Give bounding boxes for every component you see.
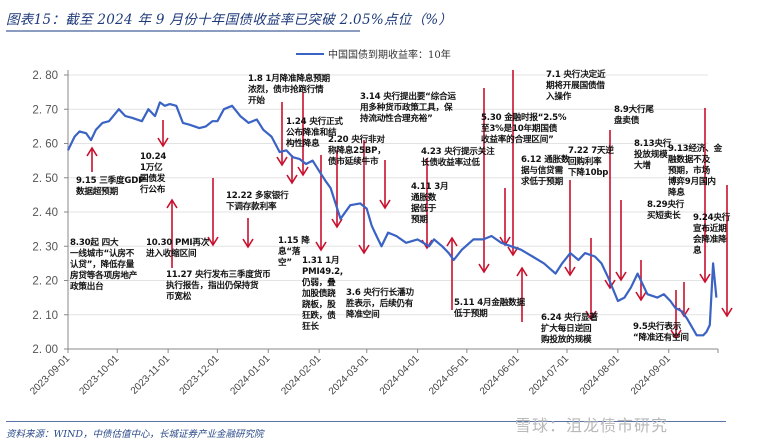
chart-title: 图表15：截至 2024 年 9 月份十年国债收益率已突破 2.05%点位（%） [6, 12, 453, 28]
event-annotation: 10.30 PMI再次 进入收缩区间 [146, 238, 210, 259]
yield-line [67, 101, 718, 337]
x-tick-label: 2024-05-01 [427, 353, 471, 397]
event-annotation: 8.13央行 投放规模 大增 [634, 139, 672, 171]
arrow-head-icon [564, 266, 576, 277]
event-annotation: 6.12 通胀数 据与信贷需 求低于预期 [521, 155, 570, 187]
y-tick-label: 2. 60 [32, 139, 58, 151]
event-annotation: 9.13经济、金 融数据不及 预期，市场 博弈9月国内 降息 [668, 144, 722, 198]
arrow-head-icon [157, 137, 169, 148]
arrow-head-icon [699, 273, 711, 284]
y-tick-label: 2. 80 [32, 70, 58, 82]
event-annotation: 3.14 央行提出要“综合运 用多种货币政策工具，保 持流动性合理充裕” [360, 92, 456, 124]
arrow-head-icon [207, 236, 219, 247]
event-annotation: 12.22 多家银行 下调存款利率 [226, 191, 289, 212]
y-tick-label: 2. 50 [32, 173, 58, 185]
x-tick-label: 2024-03-01 [327, 353, 371, 397]
arrow-head-icon [516, 266, 528, 277]
arrow-head-icon [446, 236, 458, 247]
arrow-head-icon [604, 279, 616, 290]
y-tick-label: 2. 70 [32, 104, 58, 116]
arrow-head-icon [86, 146, 98, 157]
event-annotation: 4.11 3月 通胀数 据低于 预期 [411, 182, 449, 225]
event-annotation: 5.30 金融时报“2.5% 至3%是10年期国债 收益率的合理区间” [481, 113, 567, 145]
x-tick-label: 2024-02-01 [279, 353, 323, 397]
event-annotation: 3.6 央行行长潘功 胜表示，后续仍有 降准空间 [346, 288, 414, 320]
event-annotation: 7.22 7天逆 回购利率 下降10bp [568, 146, 614, 178]
arrow-head-icon [358, 244, 370, 255]
arrow-head-icon [585, 310, 597, 321]
event-annotation: 9.15 三季度GDP 数据超预期 [76, 176, 145, 197]
arrow-head-icon [635, 291, 647, 302]
event-annotation: 10.24 1万亿 国债发 行公布 [140, 152, 167, 195]
arrow-head-icon [670, 329, 682, 340]
y-tick-label: 2. 30 [32, 241, 58, 253]
arrow-head-icon [297, 166, 309, 177]
y-tick-label: 2. 20 [32, 276, 58, 288]
event-annotation: 6.24 央行显著 扩大每日逆回 购投放的规模 [541, 313, 598, 345]
event-annotation: 8.9大行尾 盘卖债 [614, 105, 654, 126]
x-tick-label: 2023-09-01 [28, 353, 72, 397]
arrow-head-icon [615, 271, 627, 282]
arrow-head-icon [721, 307, 733, 318]
y-axis-ticks: 2. 80 2. 70 2. 60 2. 50 2. 40 2. 30 2. 20 2. 10… [32, 70, 68, 356]
event-annotation: 1.15 降 息“落 空” [278, 236, 310, 268]
x-tick-label: 2024-08-01 [578, 353, 622, 397]
arrow-head-icon [478, 263, 490, 274]
arrow-head-icon [166, 198, 178, 209]
chart-legend: 中国国债到期收益率：10年 [296, 46, 451, 61]
arrow-head-icon [276, 156, 288, 167]
event-annotation: 9.5央行表示 “降准还有空间 [633, 322, 689, 343]
event-annotation: 8.30起 四大 一线城市“认房不 认贷”，降低存量 房贷等各项房地产 政策出台 [70, 238, 138, 292]
x-tick-label: 2024-01-01 [228, 353, 272, 397]
event-annotation: 1.31 1月 PMI49.2, 仍弱，叠 加股债跷 跷板，股 狂跌，债 狂长 [302, 256, 343, 332]
watermark: 雪球：沮龙债市研究 [515, 416, 669, 435]
event-annotation: 1.8 1月降准降息预期 浓烈，债市抢跑行情 开始 [248, 74, 330, 106]
x-tick-label: 2023-12-01 [178, 353, 222, 397]
arrow-head-icon [315, 241, 327, 252]
gridlines [68, 74, 708, 316]
source-divider [6, 421, 726, 422]
data-source: 资料来源：WIND，中债估值中心，长城证券产业金融研究院 [6, 429, 264, 440]
x-tick-label: 2024-06-01 [478, 353, 522, 397]
event-annotation: 2.20 央行非对 称降息25BP， 债市延续牛市 [328, 135, 386, 167]
x-tick-label: 2023-11-01 [129, 353, 173, 397]
legend-line-swatch [296, 52, 324, 55]
event-annotation: 7.1 央行决定近 期将开展国债借 入操作 [546, 70, 606, 102]
event-annotation: 4.23 央行提示关注 长债收益率过低 [421, 147, 495, 168]
arrow-head-icon [242, 238, 254, 249]
x-tick-label: 2024-07-01 [527, 353, 571, 397]
event-annotation: 5.11 4月金融数据 低于预期 [454, 298, 525, 319]
y-tick-label: 2. 00 [32, 344, 58, 356]
event-annotation: 8.29央行 买短卖长 [647, 200, 685, 221]
event-annotation: 1.24 央行正式 公布降准和结 构性降息 [286, 117, 343, 149]
x-tick-label: 2024-04-01 [378, 353, 422, 397]
arrow-head-icon [507, 246, 519, 257]
arrow-head-icon [286, 174, 298, 185]
arrow-head-icon [379, 199, 391, 210]
x-tick-label: 2023-10-01 [77, 353, 121, 397]
x-tick-label: 2024-09-01 [629, 353, 673, 397]
arrow-head-icon [331, 218, 343, 229]
event-annotation: 11.27 央行发布三季度货币 执行报告，指出仍保持货 币宽松 [166, 270, 271, 302]
event-annotation: 9.24央行 宣布近期 会降准降 息 [693, 213, 731, 256]
title-divider [6, 30, 360, 32]
y-tick-label: 2. 40 [32, 207, 58, 219]
y-tick-label: 2. 10 [32, 310, 58, 322]
legend-label: 中国国债到期收益率：10年 [328, 50, 451, 61]
